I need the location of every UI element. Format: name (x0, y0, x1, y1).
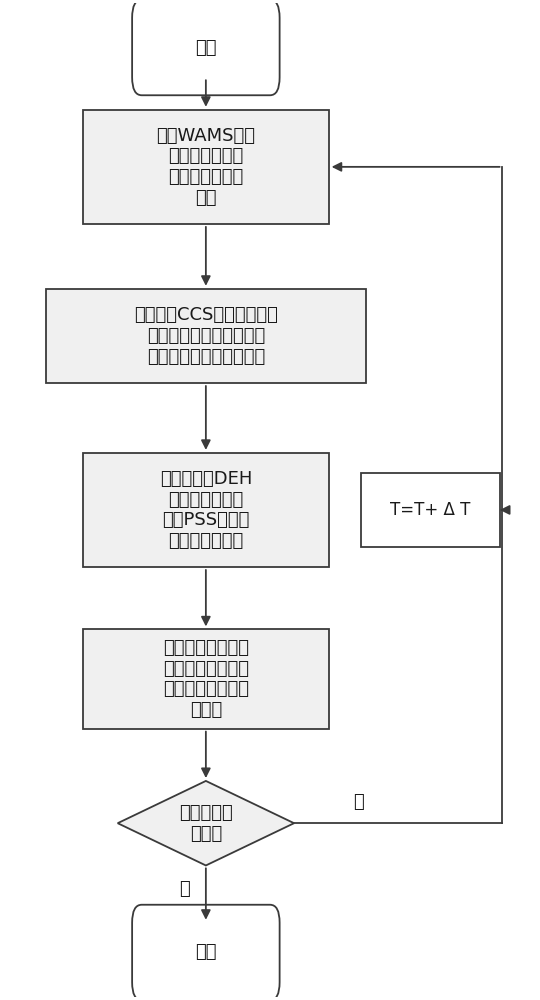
Text: 读取WAMS实时
运行数据并收集
机组性能及逻辑
资料: 读取WAMS实时 运行数据并收集 机组性能及逻辑 资料 (157, 127, 255, 207)
Text: 结束: 结束 (195, 943, 217, 961)
Text: 综合各分系统参数
合理性裕度，得出
机组的整体承受扰
动裕度: 综合各分系统参数 合理性裕度，得出 机组的整体承受扰 动裕度 (163, 639, 249, 719)
Text: 分析机组CCS环节各滤波模
块、功率控制器模块参数
设置与组态顺序的合理性: 分析机组CCS环节各滤波模 块、功率控制器模块参数 设置与组态顺序的合理性 (134, 306, 278, 366)
Text: 开始: 开始 (195, 39, 217, 57)
FancyBboxPatch shape (132, 0, 280, 95)
Text: 是否实时连
续运行: 是否实时连 续运行 (179, 804, 233, 843)
Text: 否: 否 (179, 880, 190, 898)
Polygon shape (118, 781, 294, 865)
Bar (45, 289, 366, 383)
Text: T=T+ Δ T: T=T+ Δ T (390, 501, 470, 519)
Bar (83, 110, 329, 224)
FancyBboxPatch shape (132, 905, 280, 1000)
Bar (83, 453, 329, 567)
Text: 是: 是 (353, 793, 364, 811)
Bar (361, 473, 500, 547)
Text: 分析汽轮机DEH
调节特性，励磁
以及PSS系统参
数设置的合理性: 分析汽轮机DEH 调节特性，励磁 以及PSS系统参 数设置的合理性 (160, 470, 252, 550)
Bar (83, 629, 329, 729)
